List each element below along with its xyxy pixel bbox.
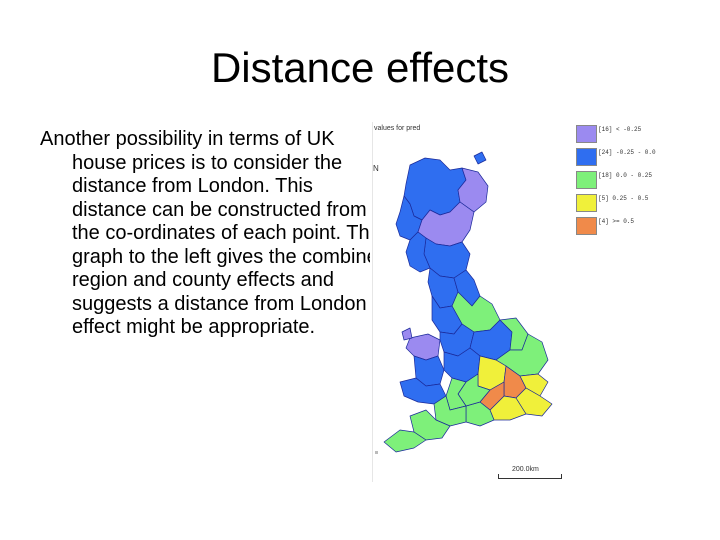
legend-label: [16] < -0.25 xyxy=(598,126,642,133)
legend-swatch xyxy=(576,217,597,235)
map-region-orkney xyxy=(473,151,487,165)
legend-item: [4] >= 0.5 xyxy=(576,216,696,239)
north-arrow-label: N xyxy=(373,164,379,173)
legend-item: [18] 0.0 - 0.25 xyxy=(576,170,696,193)
map-legend: [16] < -0.25 [24] -0.25 - 0.0 [18] 0.0 -… xyxy=(576,124,696,239)
legend-label: [18] 0.0 - 0.25 xyxy=(598,172,653,179)
uk-region-map xyxy=(383,151,553,453)
map-marker-dot xyxy=(375,451,378,454)
slide-title: Distance effects xyxy=(210,44,510,91)
legend-item: [5] 0.25 - 0.5 xyxy=(576,193,696,216)
legend-swatch xyxy=(576,125,597,143)
map-border xyxy=(372,122,373,482)
legend-swatch xyxy=(576,194,597,212)
map-title: values for pred xyxy=(374,125,421,132)
legend-label: [5] 0.25 - 0.5 xyxy=(598,195,649,202)
legend-label: [4] >= 0.5 xyxy=(598,218,635,225)
scale-bar-label: 200.0km xyxy=(512,466,539,473)
legend-swatch xyxy=(576,171,597,189)
body-text: Another possibility in terms of UK house… xyxy=(40,128,389,338)
legend-label: [24] -0.25 - 0.0 xyxy=(598,149,656,156)
legend-item: [24] -0.25 - 0.0 xyxy=(576,147,696,170)
legend-item: [16] < -0.25 xyxy=(576,124,696,147)
map-region-anglesey xyxy=(401,327,413,341)
legend-swatch xyxy=(576,148,597,166)
map-region-cornwall xyxy=(383,429,427,453)
scale-bar xyxy=(498,474,562,479)
map-region-essex xyxy=(519,373,549,397)
